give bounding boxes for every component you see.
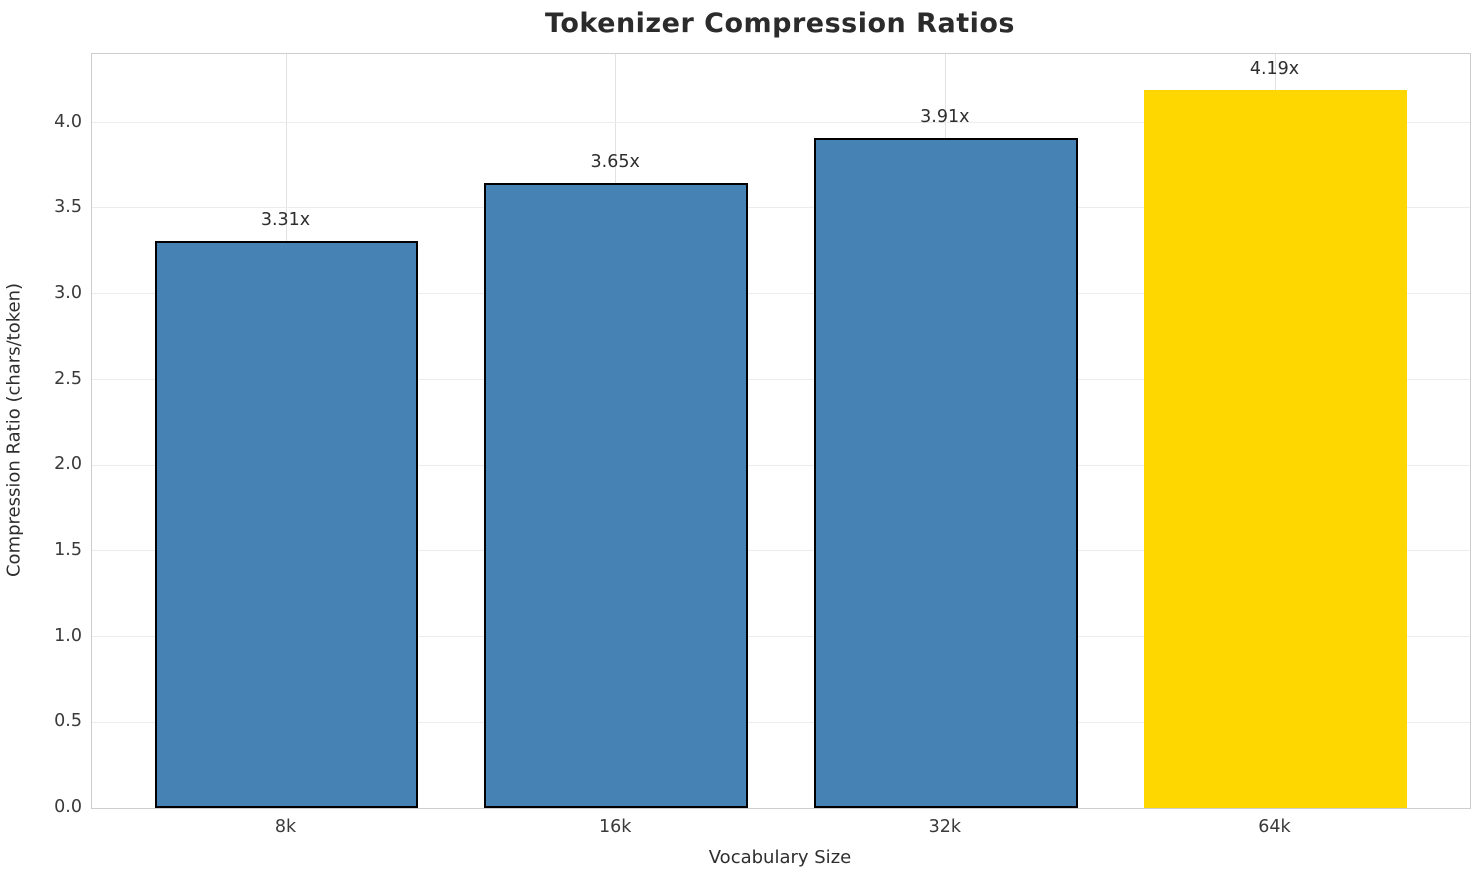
bar: [484, 182, 749, 808]
bar-value-label: 3.65x: [590, 151, 640, 172]
x-tick-label: 32k: [928, 817, 962, 837]
x-axis-label: Vocabulary Size: [708, 847, 852, 868]
y-tick-label: 4.0: [54, 111, 82, 132]
horizontal-gridline: [92, 293, 1470, 295]
bar: [154, 240, 419, 808]
x-tick-label: 8k: [274, 817, 297, 837]
bar: [813, 137, 1078, 808]
horizontal-gridline: [92, 635, 1470, 637]
y-tick-label: 3.5: [54, 197, 82, 218]
plot-area: [91, 53, 1471, 809]
y-tick-label: 3.0: [54, 282, 82, 303]
horizontal-gridline: [92, 121, 1470, 123]
horizontal-gridline: [92, 464, 1470, 466]
x-tick-label: 64k: [1258, 817, 1291, 837]
horizontal-gridline: [92, 721, 1470, 723]
bar-value-label: 3.31x: [260, 209, 311, 230]
y-tick-label: 1.0: [54, 625, 82, 646]
y-tick-label: 0.5: [54, 711, 82, 732]
y-tick-label: 2.5: [54, 368, 82, 389]
bar-value-label: 3.91x: [920, 106, 970, 127]
bar: [1143, 90, 1408, 808]
horizontal-gridline: [92, 207, 1470, 209]
y-tick-label: 1.5: [54, 539, 82, 560]
y-tick-label: 2.0: [54, 454, 82, 475]
y-axis-label: Compression Ratio (chars/token): [3, 282, 25, 578]
x-tick-label: 16k: [598, 817, 632, 837]
bar-value-label: 4.19x: [1249, 58, 1300, 79]
horizontal-gridline: [92, 550, 1470, 552]
chart-title: Tokenizer Compression Ratios: [545, 8, 1015, 39]
y-tick-label: 0.0: [54, 797, 82, 817]
horizontal-gridline: [92, 378, 1470, 380]
